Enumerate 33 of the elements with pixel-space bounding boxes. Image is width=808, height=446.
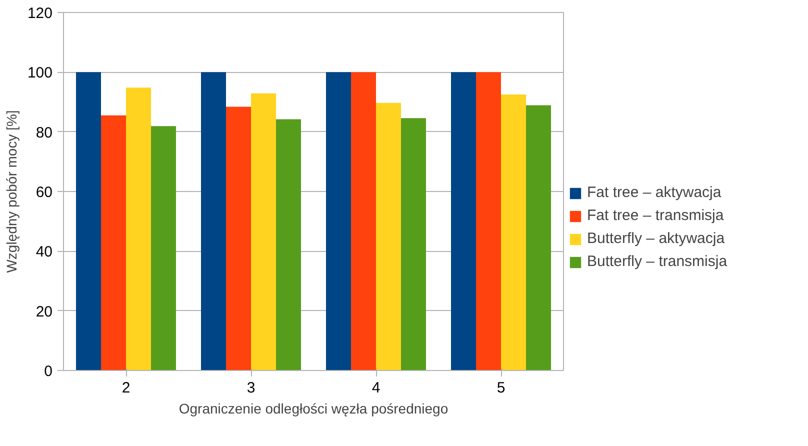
bar	[526, 105, 551, 370]
y-tick-label: 20	[36, 303, 53, 320]
x-tick-label: 5	[496, 380, 506, 396]
legend-label: Butterfly – aktywacja	[587, 230, 725, 247]
legend-label: Fat tree – transmisja	[587, 207, 724, 224]
bar	[451, 72, 476, 370]
bar	[326, 72, 351, 370]
x-tick-label: 4	[372, 380, 380, 396]
y-tick-label: 100	[27, 64, 53, 82]
bar	[376, 102, 401, 370]
bar	[476, 72, 501, 370]
bar	[151, 126, 176, 370]
bar	[401, 118, 426, 370]
y-tick-label: 40	[36, 244, 53, 261]
y-tick-label: 0	[44, 363, 52, 380]
bar	[201, 72, 226, 370]
bar	[126, 88, 151, 370]
bar	[276, 119, 301, 370]
y-tick-label: 60	[36, 184, 53, 201]
x-tick-label: 2	[122, 380, 130, 396]
x-tick-label: 3	[246, 380, 256, 396]
bar	[226, 106, 251, 370]
x-axis-title: Ograniczenie odległości węzła pośredniego	[178, 400, 448, 416]
bar	[501, 94, 526, 370]
y-axis-title: Względny pobór mocy [%]	[3, 110, 20, 273]
bar	[101, 115, 126, 370]
y-tick-label: 120	[27, 5, 53, 22]
y-tick-label: 80	[36, 124, 53, 142]
bar	[351, 72, 376, 370]
legend-label: Butterfly – transmisja	[587, 253, 728, 270]
legend-label: Fat tree – aktywacja	[587, 184, 722, 201]
bar	[251, 93, 276, 370]
bar	[76, 72, 101, 370]
